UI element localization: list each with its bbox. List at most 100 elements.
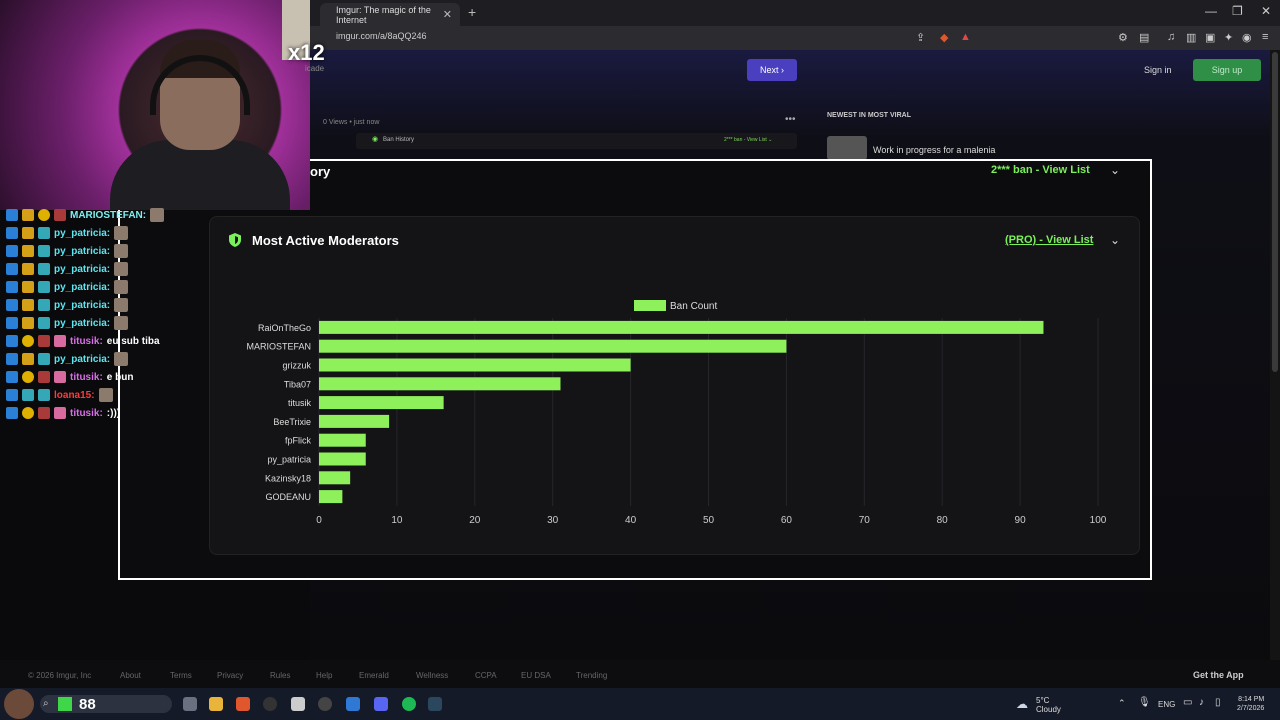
volume-icon[interactable]: ♪ — [1199, 697, 1204, 708]
footer-link[interactable]: Wellness — [416, 671, 449, 680]
x-tick-label: 100 — [1090, 515, 1107, 526]
chat-message: MARIOSTEFAN: — [6, 206, 206, 224]
tab-close-icon[interactable]: ✕ — [442, 9, 452, 21]
language-indicator[interactable]: ENG — [1158, 700, 1176, 709]
chat-emote — [114, 226, 129, 240]
chat-badge-icon — [22, 227, 34, 239]
chat-emote — [114, 262, 129, 276]
media-icon[interactable]: ♫ — [1167, 31, 1176, 43]
chat-username[interactable]: titusik: — [70, 371, 103, 383]
clock[interactable]: 8:14 PM 2/7/2026 — [1237, 695, 1264, 713]
browser-tab[interactable]: Imgur: The magic of the Internet ✕ — [320, 3, 460, 26]
task-view-icon[interactable] — [183, 697, 197, 711]
spotify-icon[interactable] — [402, 697, 416, 711]
close-window-icon[interactable]: ✕ — [1261, 4, 1272, 18]
chat-username[interactable]: py_patricia: — [54, 263, 111, 275]
chat-message: titusik: eu sub tiba — [6, 332, 206, 350]
footer-link[interactable]: Trending — [576, 671, 608, 680]
footer-link[interactable]: Help — [316, 671, 333, 680]
vscode-icon[interactable] — [346, 697, 360, 711]
discord-icon[interactable] — [374, 697, 388, 711]
legend-swatch — [634, 300, 666, 311]
chat-username[interactable]: py_patricia: — [54, 299, 111, 311]
bar — [319, 452, 366, 466]
chat-username[interactable]: py_patricia: — [54, 245, 111, 257]
chat-badge-icon — [6, 209, 18, 221]
chevron-down-icon[interactable]: ⌄ — [1110, 163, 1121, 177]
url-text[interactable]: imgur.com/a/8aQQ246 — [336, 31, 427, 41]
viral-thumbnail[interactable] — [827, 136, 867, 160]
share-icon[interactable]: ⇪ — [916, 32, 926, 44]
footer-link[interactable]: Emerald — [359, 671, 389, 680]
wallet-icon[interactable]: ▣ — [1205, 32, 1216, 44]
more-options-icon[interactable]: ••• — [785, 114, 796, 125]
store-icon[interactable] — [291, 697, 305, 711]
new-tab-icon[interactable]: + — [468, 4, 477, 20]
chat-username[interactable]: MARIOSTEFAN: — [70, 209, 147, 221]
x-tick-label: 80 — [937, 515, 949, 526]
maximize-icon[interactable]: ❐ — [1232, 4, 1243, 18]
chat-badge-icon — [6, 371, 18, 383]
vpn-icon[interactable]: ◉ — [1242, 32, 1252, 44]
extensions-icon[interactable]: ⚙ — [1118, 32, 1128, 44]
file-explorer-icon[interactable] — [209, 697, 223, 711]
chat-badge-icon — [6, 335, 18, 347]
footer-link[interactable]: Privacy — [217, 671, 244, 680]
chat-username[interactable]: py_patricia: — [54, 353, 111, 365]
app-icon[interactable] — [318, 697, 332, 711]
chat-message: py_patricia: — [6, 350, 206, 368]
ban-history-bar[interactable] — [356, 133, 797, 149]
footer-link[interactable]: Terms — [170, 671, 192, 680]
chat-overlay: MARIOSTEFAN: py_patricia: py_patricia: py_p… — [6, 206, 206, 422]
chat-badge-icon — [38, 245, 50, 257]
viral-item-title[interactable]: Work in progress for a malenia — [873, 145, 996, 155]
category-label: titusik — [288, 398, 312, 408]
brave-rewards-icon[interactable]: ▲ — [960, 31, 971, 43]
pro-view-list-link[interactable]: (PRO) - View List — [1005, 234, 1094, 246]
footer-link[interactable]: About — [120, 671, 141, 680]
sidebar-icon[interactable]: ▥ — [1186, 32, 1197, 44]
menu-icon[interactable]: ≡ — [1262, 31, 1269, 43]
footer-link[interactable]: EU DSA — [521, 671, 551, 680]
chat-emote — [114, 280, 129, 294]
chat-username[interactable]: titusik: — [70, 407, 103, 419]
chat-badge-icon — [38, 371, 50, 383]
x-tick-label: 30 — [547, 515, 559, 526]
chat-username[interactable]: py_patricia: — [54, 317, 111, 329]
reader-icon[interactable]: ▤ — [1139, 32, 1150, 44]
brave-icon[interactable] — [236, 697, 250, 711]
footer-link[interactable]: Rules — [270, 671, 291, 680]
brave-shield-icon[interactable]: ◆ — [940, 32, 949, 44]
microphone-icon[interactable]: 🎙 — [1138, 697, 1151, 708]
category-label: RaiOnTheGo — [258, 323, 311, 333]
weather-widget[interactable]: 5°C Cloudy — [1036, 696, 1061, 714]
chevron-down-icon[interactable]: ⌄ — [1110, 233, 1121, 247]
chat-username[interactable]: loana15: — [54, 389, 95, 401]
bar — [319, 377, 561, 391]
leo-icon[interactable]: ✦ — [1224, 32, 1234, 44]
next-button[interactable]: Next › — [747, 59, 797, 81]
ban-history-small-link[interactable]: 2*** ban - View List ⌄ — [724, 137, 773, 143]
chevron-up-icon[interactable]: ⌃ — [1118, 698, 1126, 708]
chat-username[interactable]: py_patricia: — [54, 281, 111, 293]
obs-icon[interactable] — [263, 697, 277, 711]
footer-link[interactable]: CCPA — [475, 671, 497, 680]
sign-up-button[interactable]: Sign up — [1193, 59, 1261, 81]
post-views: 0 Views • just now — [323, 119, 380, 126]
taskbar-search[interactable] — [40, 695, 172, 713]
network-icon[interactable]: ▭ — [1183, 697, 1193, 708]
sign-in-link[interactable]: Sign in — [1144, 65, 1172, 75]
battery-icon[interactable]: ▯ — [1215, 697, 1221, 708]
chat-username[interactable]: py_patricia: — [54, 227, 111, 239]
minimize-icon[interactable]: — — [1205, 4, 1217, 18]
steam-icon[interactable] — [428, 697, 442, 711]
search-icon[interactable]: ⌕ — [43, 698, 49, 709]
scrollbar-thumb[interactable] — [1272, 52, 1278, 372]
ban-history-view-link[interactable]: 2*** ban - View List — [991, 164, 1090, 176]
chat-badge-icon — [38, 299, 50, 311]
address-bar[interactable] — [310, 26, 1280, 50]
get-app-link[interactable]: Get the App — [1193, 670, 1244, 680]
chat-badge-icon — [22, 389, 34, 401]
chat-username[interactable]: titusik: — [70, 335, 103, 347]
multiplier-label: x12 — [288, 40, 325, 65]
